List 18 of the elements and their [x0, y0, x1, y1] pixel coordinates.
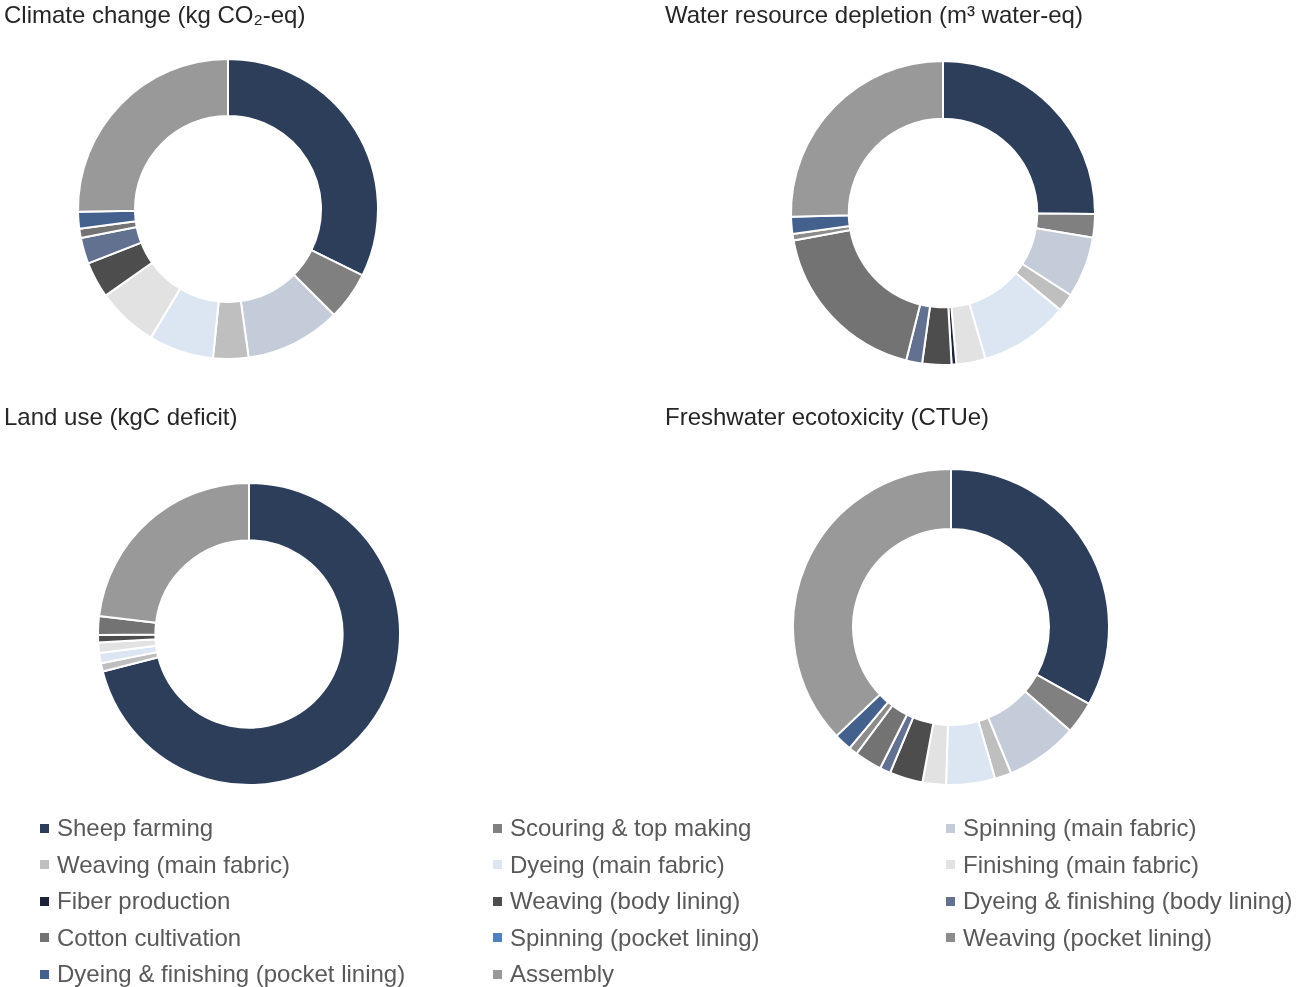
legend-label: Weaving (main fabric) [57, 850, 290, 878]
legend-label: Sheep farming [57, 814, 214, 841]
legend-label: Scouring & top making [510, 814, 752, 841]
legend-label: Weaving (pocket lining) [963, 923, 1213, 951]
legend-label: Fiber production [57, 887, 231, 914]
chart-title: Land use (kgC deficit) [4, 403, 238, 431]
legend-label: Dyeing & finishing (body lining) [963, 887, 1293, 914]
chart-title: Freshwater ecotoxicity (CTUe) [665, 403, 990, 431]
legend-label: Dyeing (main fabric) [510, 850, 725, 878]
legend-label: Finishing (main fabric) [963, 850, 1200, 878]
chart-title: Climate change (kg CO₂-eq) [4, 1, 306, 29]
legend-label: Weaving (body lining) [510, 887, 741, 914]
legend-label: Assembly [510, 960, 615, 987]
chart-title: Water resource depletion (m³ water-eq) [665, 1, 1083, 29]
legend-label: Spinning (main fabric) [963, 814, 1197, 841]
legend-label: Spinning (pocket lining) [510, 923, 760, 951]
legend-label: Cotton cultivation [57, 923, 242, 951]
legend-label: Dyeing & finishing (pocket lining) [57, 960, 406, 987]
